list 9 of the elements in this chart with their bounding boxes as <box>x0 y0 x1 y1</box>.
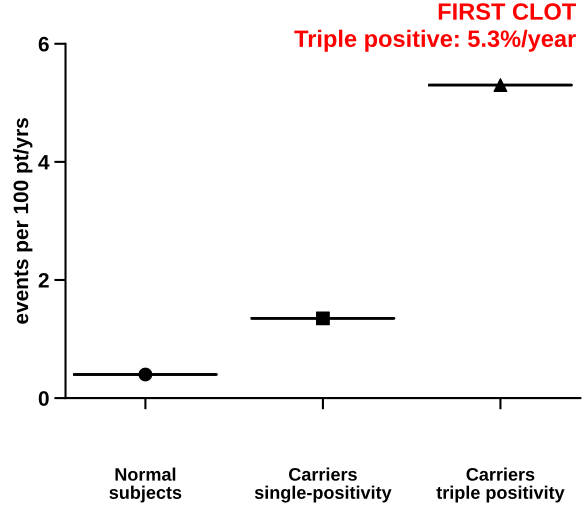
x-tick-label: Carriers single-positivity <box>254 468 392 503</box>
x-tick-label: Normal subjects <box>109 468 182 503</box>
chart-title: FIRST CLOT Triple positive: 5.3%/year <box>294 3 576 52</box>
y-tick-label: 4 <box>38 155 50 170</box>
x-tick-label: Carriers triple positivity <box>436 468 565 503</box>
y-tick-label: 2 <box>38 272 49 288</box>
y-tick-label: 6 <box>38 36 49 52</box>
y-axis-title: events per 100 pt/yrs <box>12 118 32 324</box>
y-tick-label: 0 <box>38 391 49 406</box>
